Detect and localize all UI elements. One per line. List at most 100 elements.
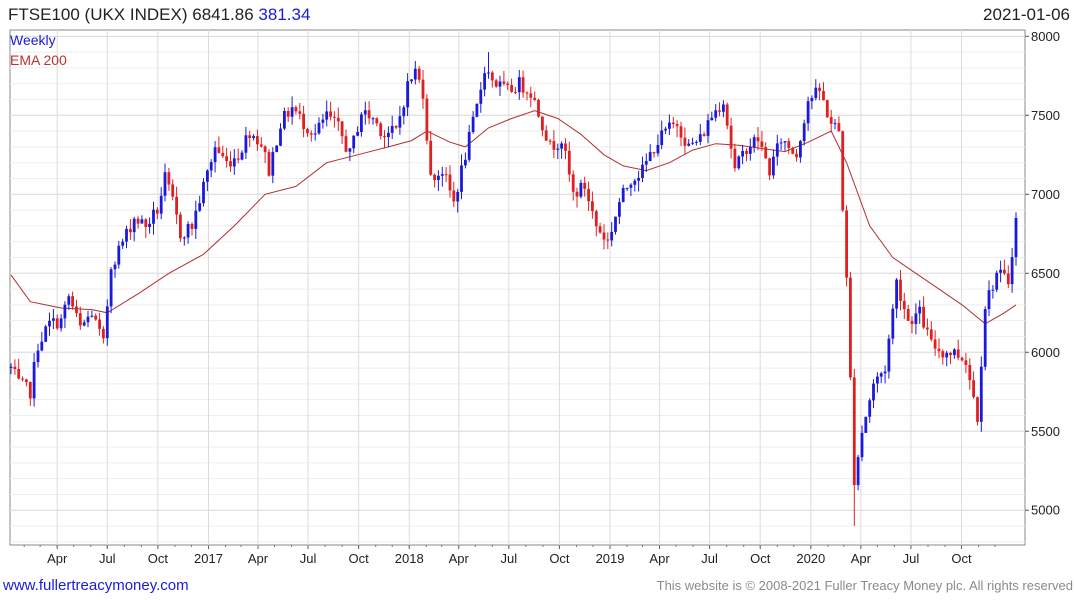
candle-body: [67, 296, 71, 305]
candle-body: [995, 272, 999, 290]
candle-body: [17, 369, 21, 379]
x-axis: Apr Jul Oct 2017 Apr Jul Oct 2018 Apr Jul Oct 2019 A…: [23, 545, 996, 566]
candle-body: [864, 416, 868, 433]
candle-body: [1006, 273, 1010, 285]
candle-body: [298, 111, 302, 114]
candle-body: [113, 264, 117, 270]
candle-body: [78, 313, 82, 326]
candle-body: [671, 122, 675, 125]
candle-body: [602, 232, 606, 240]
candle-body: [764, 147, 768, 159]
candle-body: [348, 148, 352, 152]
candle-body: [286, 111, 290, 117]
y-tick-label: 6000: [1031, 345, 1060, 360]
site-link[interactable]: www.fullertreacymoney.com: [3, 577, 189, 594]
candle-body: [240, 152, 244, 160]
candle-body: [129, 228, 132, 233]
candle-body: [556, 148, 560, 150]
candle-body: [306, 129, 309, 134]
candle-body: [182, 237, 186, 239]
candle-body: [460, 165, 463, 192]
x-tick-label: 2020: [796, 551, 825, 566]
candle-body: [783, 141, 787, 143]
x-tick-label: Apr: [649, 551, 670, 566]
candle-body: [1014, 218, 1018, 258]
index-name: FTSE100 (UKX INDEX): [8, 5, 188, 24]
candle-body: [329, 111, 332, 117]
candle-body: [644, 161, 648, 165]
candle-body: [525, 92, 529, 94]
candle-body: [637, 178, 640, 181]
candle-body: [186, 224, 190, 238]
candle-body: [356, 132, 359, 136]
x-tick-label: Apr: [47, 551, 68, 566]
candle-body: [702, 134, 706, 136]
candle-body: [856, 457, 860, 486]
candle-body: [933, 339, 937, 349]
candle-body: [28, 382, 32, 399]
candle-body: [679, 126, 683, 138]
candle-body: [71, 296, 74, 307]
candle-body: [402, 107, 406, 117]
candle-body: [733, 148, 737, 169]
candle-body: [953, 349, 956, 356]
candle-body: [648, 152, 652, 161]
candle-body: [860, 432, 864, 458]
candle-body: [86, 316, 90, 323]
candle-body: [202, 181, 205, 204]
candle-body: [983, 309, 987, 367]
candle-body: [926, 327, 929, 330]
candle-body: [340, 121, 344, 137]
candle-body: [259, 144, 263, 147]
candle-body: [695, 141, 698, 143]
candle-body: [490, 72, 494, 81]
candle-body: [467, 132, 471, 160]
candle-body: [772, 156, 775, 176]
legend-ema-200: EMA 200: [10, 52, 67, 68]
candle-body: [668, 122, 671, 129]
candle-body: [675, 124, 679, 127]
candle-body: [90, 315, 94, 317]
candle-body: [510, 85, 513, 92]
candle-body: [456, 192, 460, 202]
x-tick-label: Jul: [300, 551, 317, 566]
candle-body: [718, 110, 721, 112]
candle-body: [629, 184, 633, 188]
candle-body: [244, 135, 248, 153]
candle-body: [945, 352, 949, 358]
candle-body: [352, 135, 356, 149]
candle-body: [791, 148, 795, 154]
last-price: 6841.86: [192, 5, 254, 24]
candle-body: [367, 110, 371, 119]
candle-body: [814, 87, 818, 99]
candle-body: [225, 156, 228, 162]
candle-body: [383, 136, 386, 138]
candle-body: [40, 341, 44, 351]
x-tick-label: 2017: [194, 551, 223, 566]
candle-body: [956, 349, 960, 358]
candle-body: [48, 320, 51, 327]
candle-body: [437, 175, 440, 180]
candle-body: [1003, 269, 1006, 274]
candle-body: [344, 136, 348, 152]
candle-body: [521, 77, 525, 93]
x-tick-label: Jul: [99, 551, 116, 566]
candle-body: [263, 146, 267, 153]
candle-body: [691, 142, 694, 144]
candle-body: [413, 68, 417, 80]
candle-body: [52, 318, 55, 321]
candle-body: [710, 117, 714, 121]
candle-body: [583, 182, 587, 189]
candle-body: [737, 156, 741, 169]
x-tick-label: Apr: [248, 551, 269, 566]
candle-body: [752, 137, 756, 147]
y-tick-label: 7000: [1031, 187, 1060, 202]
candle-body: [541, 116, 544, 131]
candle-body: [232, 158, 236, 167]
candle-body: [167, 172, 171, 185]
candle-body: [1010, 257, 1014, 285]
candle-body: [248, 135, 252, 139]
candle-body: [394, 126, 398, 128]
candle-body: [579, 182, 583, 197]
candle-body: [587, 189, 590, 202]
